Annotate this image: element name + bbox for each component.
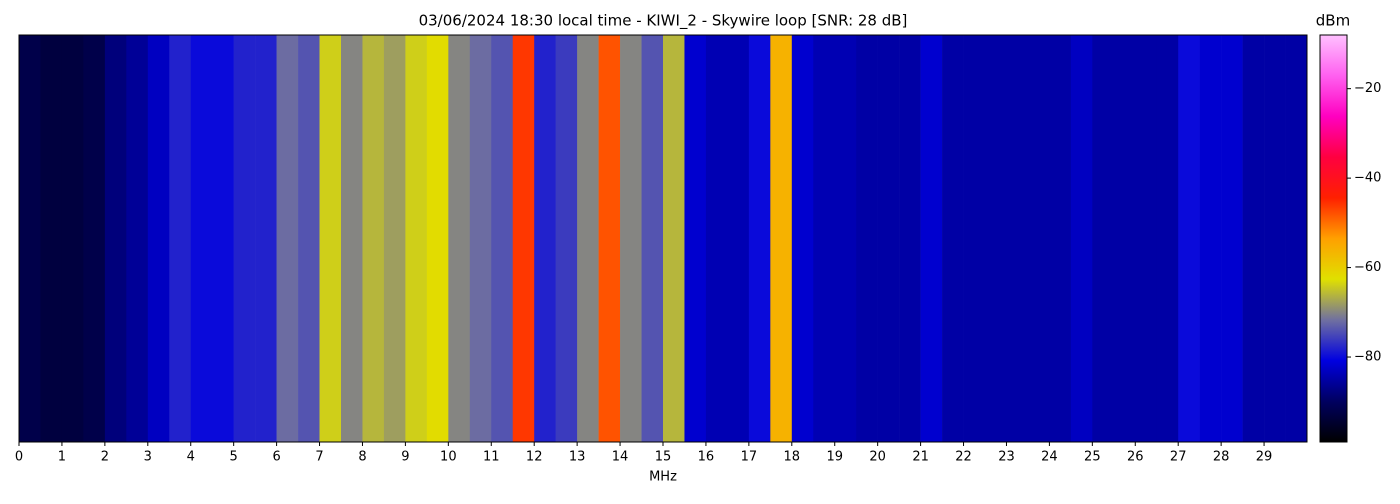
x-tick-label: 22 (955, 450, 972, 465)
heat-cell (40, 35, 63, 442)
heat-cell (448, 35, 471, 442)
x-tick-label: 14 (612, 450, 629, 465)
x-tick-label: 18 (784, 450, 801, 465)
heat-cell (190, 35, 213, 442)
x-tick-label: 6 (272, 450, 280, 465)
heat-cell (791, 35, 814, 442)
heat-cell (276, 35, 299, 442)
heat-cell (877, 35, 900, 442)
heat-cell (748, 35, 771, 442)
x-tick-label: 19 (826, 450, 843, 465)
heat-cell (813, 35, 836, 442)
heat-cell (705, 35, 728, 442)
heat-cell (212, 35, 234, 442)
heat-cell (920, 35, 943, 442)
heat-cell (1285, 35, 1308, 442)
x-tick-label: 29 (1256, 450, 1273, 465)
x-tick-label: 28 (1213, 450, 1230, 465)
heat-cell (727, 35, 750, 442)
x-tick-label: 16 (698, 450, 715, 465)
x-axis-label: MHz (649, 470, 677, 485)
heat-cell (1199, 35, 1222, 442)
x-tick-label: 27 (1170, 450, 1187, 465)
x-tick-label: 20 (869, 450, 886, 465)
heat-cell (104, 35, 127, 442)
x-tick-label: 25 (1084, 450, 1101, 465)
heat-cell (405, 35, 428, 442)
x-tick-label: 8 (358, 450, 366, 465)
x-tick-label: 23 (998, 450, 1015, 465)
heat-cell (469, 35, 492, 442)
heat-cell (555, 35, 578, 442)
colorbar-label: dBm (1316, 12, 1350, 30)
heat-cell (1178, 35, 1200, 442)
x-tick-label: 26 (1127, 450, 1144, 465)
x-tick-label: 7 (315, 450, 323, 465)
x-tick-label: 4 (187, 450, 195, 465)
x-tick-label: 1 (58, 450, 66, 465)
x-tick-label: 9 (401, 450, 409, 465)
x-tick-label: 0 (15, 450, 23, 465)
heat-cell (147, 35, 170, 442)
heat-cell (298, 35, 320, 442)
chart-title: 03/06/2024 18:30 local time - KIWI_2 - S… (419, 12, 908, 31)
heat-cell (620, 35, 642, 442)
heat-cell (1264, 35, 1286, 442)
heat-cell (233, 35, 256, 442)
heat-cell (834, 35, 857, 442)
heat-cell (684, 35, 707, 442)
heat-cell (1049, 35, 1072, 442)
x-tick-label: 21 (912, 450, 929, 465)
heat-cell (83, 35, 106, 442)
heat-cell (255, 35, 277, 442)
heat-cell (319, 35, 342, 442)
heat-cell (512, 35, 535, 442)
x-tick-label: 13 (569, 450, 586, 465)
colorbar-tick-label: −40 (1354, 171, 1381, 186)
heat-cell (1092, 35, 1115, 442)
heat-cell (426, 35, 449, 442)
colorbar-tick-label: −20 (1354, 81, 1381, 96)
x-tick-label: 2 (101, 450, 109, 465)
heat-cell (1221, 35, 1243, 442)
heat-cell (1113, 35, 1136, 442)
x-tick-label: 17 (741, 450, 758, 465)
x-tick-label: 3 (144, 450, 152, 465)
heat-cell (963, 35, 986, 442)
heat-cell (899, 35, 921, 442)
x-tick-label: 12 (526, 450, 543, 465)
heat-cell (985, 35, 1007, 442)
heat-cell (598, 35, 621, 442)
heat-cell (1156, 35, 1179, 442)
heat-cell (641, 35, 664, 442)
heat-cell (491, 35, 514, 442)
heat-cell (1070, 35, 1093, 442)
heat-cell (19, 35, 41, 442)
heat-cell (942, 35, 964, 442)
heat-cell (383, 35, 406, 442)
x-tick-label: 15 (655, 450, 672, 465)
x-tick-label: 10 (440, 450, 457, 465)
heat-cell (534, 35, 556, 442)
heat-cell (362, 35, 385, 442)
heat-cell (1242, 35, 1265, 442)
x-tick-label: 24 (1041, 450, 1058, 465)
heat-cell (577, 35, 599, 442)
heat-cell (341, 35, 363, 442)
heat-cell (1006, 35, 1029, 442)
colorbar-tick-label: −80 (1354, 350, 1381, 365)
heat-cell (61, 35, 84, 442)
colorbar-tick-label: −60 (1354, 260, 1381, 275)
heat-cell (169, 35, 192, 442)
x-tick-label: 11 (483, 450, 500, 465)
heat-cell (1135, 35, 1158, 442)
heat-cell (1027, 35, 1050, 442)
x-tick-label: 5 (230, 450, 238, 465)
heat-cell (126, 35, 149, 442)
heat-cell (770, 35, 793, 442)
colorbar (1319, 34, 1348, 443)
heat-cell (856, 35, 878, 442)
heat-cell (663, 35, 685, 442)
